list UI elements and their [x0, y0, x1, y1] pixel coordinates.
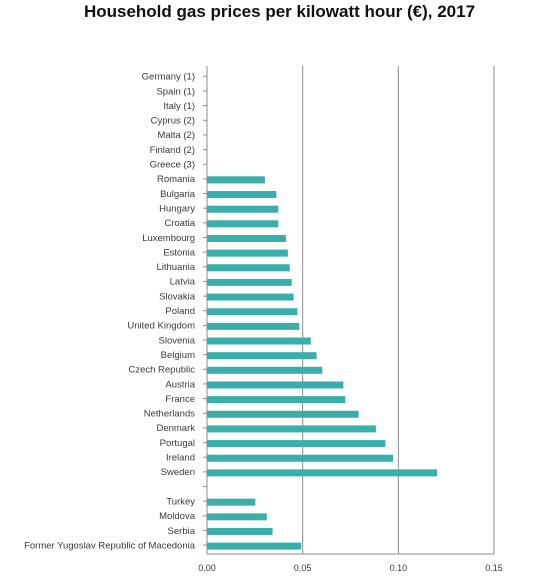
bar [207, 264, 290, 272]
category-label: Croatia [164, 218, 195, 229]
category-label: Greece (3) [150, 160, 195, 171]
tick-labels: 0.00 0.05 0.10 0.15 [198, 563, 503, 573]
bar [207, 176, 265, 184]
category-label: Slovenia [159, 335, 196, 346]
bar [207, 220, 279, 228]
category-label: Hungary [159, 203, 195, 214]
category-label: Former Yugoslav Republic of Macedonia [24, 540, 196, 551]
category-labels: Germany (1) Spain (1) Italy (1) Cyprus (2) M… [24, 72, 196, 552]
category-label: Denmark [156, 423, 195, 434]
x-tick-label: 0.15 [485, 563, 503, 573]
bar [207, 396, 346, 404]
grid-lines [302, 66, 495, 554]
category-label: Cyprus (2) [151, 116, 195, 127]
category-label: Italy (1) [163, 101, 195, 112]
category-label: Bulgaria [160, 189, 196, 200]
category-label: Spain (1) [156, 86, 195, 97]
axes [203, 66, 494, 555]
category-label: United Kingdom [127, 321, 195, 332]
bar [207, 366, 323, 374]
bar [207, 498, 256, 506]
category-label: Slovakia [159, 291, 196, 302]
category-label: Austria [165, 379, 195, 390]
bar [207, 542, 302, 550]
bar [207, 425, 376, 433]
category-label: Finland (2) [150, 145, 195, 156]
bar [207, 293, 294, 301]
category-label: Moldova [159, 511, 196, 522]
bar [207, 249, 288, 257]
bar [207, 205, 279, 213]
bar [207, 469, 438, 477]
bar [207, 454, 394, 462]
category-label: Serbia [168, 526, 196, 537]
category-label: Netherlands [144, 409, 195, 420]
bar [207, 278, 292, 286]
bars [207, 176, 438, 550]
category-label: Romania [157, 174, 196, 185]
bar [207, 513, 267, 521]
category-label: Portugal [160, 438, 195, 449]
category-label: Luxembourg [142, 233, 195, 244]
bar [207, 440, 386, 448]
bar [207, 191, 277, 199]
bar [207, 234, 286, 242]
bar [207, 308, 298, 316]
bar [207, 410, 359, 418]
category-label: Czech Republic [128, 365, 195, 376]
chart-title: Household gas prices per kilowatt hour (… [83, 2, 476, 21]
category-label: Malta (2) [158, 130, 195, 141]
bar [207, 381, 344, 389]
category-label: Poland [165, 306, 195, 317]
category-label: Latvia [170, 277, 196, 288]
bar [207, 527, 273, 535]
category-label: Turkey [166, 496, 195, 507]
bar [207, 352, 317, 360]
category-label: Germany (1) [142, 72, 195, 83]
category-label: Lithuania [156, 262, 195, 273]
bar [207, 322, 300, 330]
x-tick-label: 0.05 [294, 563, 312, 573]
category-label: Estonia [163, 247, 195, 258]
x-tick-label: 0.00 [198, 563, 216, 573]
category-label: Belgium [161, 350, 195, 361]
category-label: Sweden [161, 467, 195, 478]
x-tick-label: 0.10 [390, 563, 408, 573]
category-label: France [165, 394, 195, 405]
category-label: Ireland [166, 453, 195, 464]
bar [207, 337, 311, 345]
